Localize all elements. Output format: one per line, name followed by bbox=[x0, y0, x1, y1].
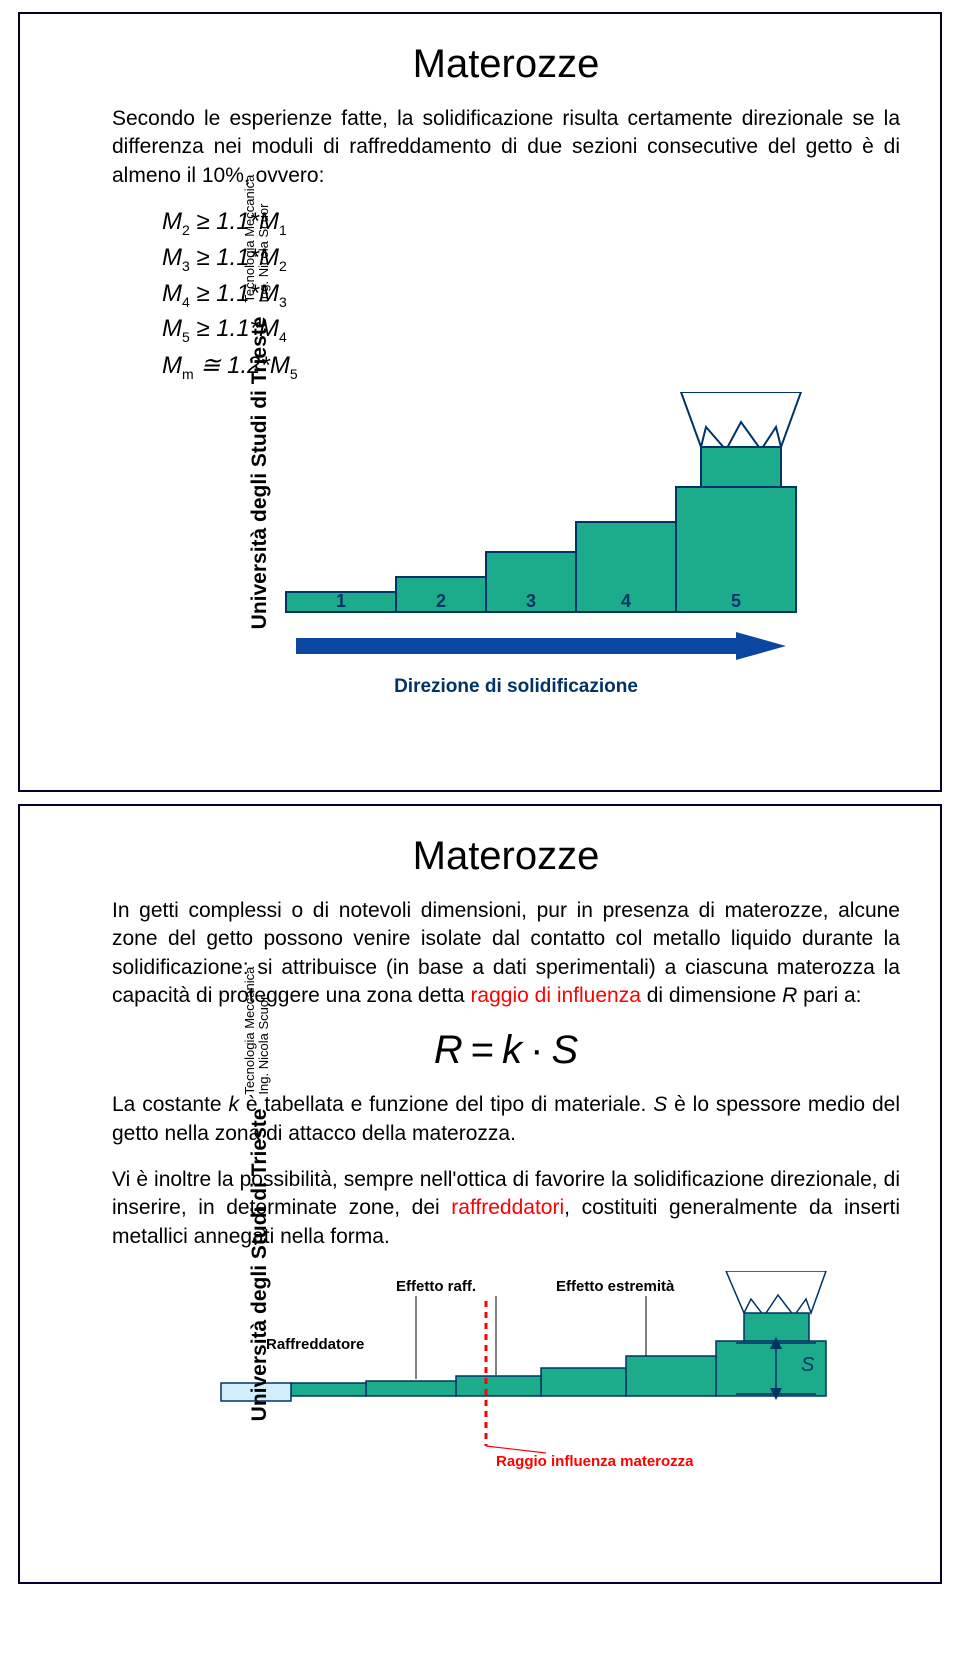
slide1-title: Materozze bbox=[112, 42, 900, 87]
ineq-3: M4 ≥ 1.1*M3 bbox=[162, 280, 900, 310]
vertical-credits: Università degli Studi di Trieste Tecnol… bbox=[243, 175, 272, 630]
step-label-2: 2 bbox=[436, 591, 446, 611]
formula: R=k·S bbox=[112, 1028, 900, 1073]
slide-2: Università degli Studi di Trieste Tecnol… bbox=[18, 804, 942, 1584]
vert-sub2-2: Ing. Nicola Scuor bbox=[257, 967, 271, 1095]
lbl-raffreddatore: Raffreddatore bbox=[266, 1336, 364, 1353]
lbl-raff: Effetto raff. bbox=[396, 1278, 476, 1295]
slide2-title: Materozze bbox=[112, 834, 900, 879]
slide1-diagram-caption: Direzione di solidificazione bbox=[394, 676, 638, 697]
p3red: raffreddatori bbox=[451, 1196, 564, 1219]
slide1-diagram: 1 2 3 4 5 Direzione di solidificazione bbox=[112, 392, 900, 722]
slide2-diagram: Effetto raff. Effetto estremità Raffredd… bbox=[112, 1271, 900, 1491]
vert-sub1-2: Tecnologia Meccanica bbox=[243, 967, 257, 1095]
vert-uni-2: Università degli Studi di Trieste bbox=[248, 1109, 272, 1422]
vert-sub2: Ing. Nicola Scuor bbox=[257, 175, 271, 303]
f-eq: = bbox=[463, 1028, 502, 1072]
p1red: raggio di influenza bbox=[470, 984, 640, 1007]
slide2-para2: La costante k è tabellata e funzione del… bbox=[112, 1091, 900, 1148]
vert-uni: Università degli Studi di Trieste bbox=[248, 317, 272, 630]
s-label: S bbox=[801, 1354, 815, 1376]
ineq-4: M5 ≥ 1.1*M4 bbox=[162, 315, 900, 345]
slide-1: Università degli Studi di Trieste Tecnol… bbox=[18, 12, 942, 792]
step-label-3: 3 bbox=[526, 591, 536, 611]
slide2-para1: In getti complessi o di notevoli dimensi… bbox=[112, 897, 900, 1010]
inequalities: M2 ≥ 1.1*M1 M3 ≥ 1.1*M2 M4 ≥ 1.1*M3 M5 ≥… bbox=[162, 208, 900, 382]
vert-sub1: Tecnologia Meccanica bbox=[243, 175, 257, 303]
slide1-para: Secondo le esperienze fatte, la solidifi… bbox=[112, 105, 900, 190]
ineq-2: M3 ≥ 1.1*M2 bbox=[162, 244, 900, 274]
f-k: k bbox=[502, 1028, 522, 1072]
vertical-credits-2: Università degli Studi di Trieste Tecnol… bbox=[243, 967, 272, 1422]
step-label-5: 5 bbox=[731, 591, 741, 611]
f-dot: · bbox=[522, 1028, 551, 1072]
step-label-4: 4 bbox=[621, 591, 631, 611]
slide2-para3: Vi è inoltre la possibilità, sempre nell… bbox=[112, 1166, 900, 1251]
f-R: R bbox=[434, 1028, 463, 1072]
p1b: di dimensione R pari a: bbox=[641, 984, 862, 1007]
lbl-estr: Effetto estremità bbox=[556, 1278, 675, 1295]
ineq-1: M2 ≥ 1.1*M1 bbox=[162, 208, 900, 238]
f-S: S bbox=[551, 1028, 578, 1072]
red-caption: Raggio influenza materozza bbox=[496, 1453, 694, 1470]
ineq-5: Mm ≅ 1.2*M5 bbox=[162, 351, 900, 382]
step-label-1: 1 bbox=[336, 591, 346, 611]
